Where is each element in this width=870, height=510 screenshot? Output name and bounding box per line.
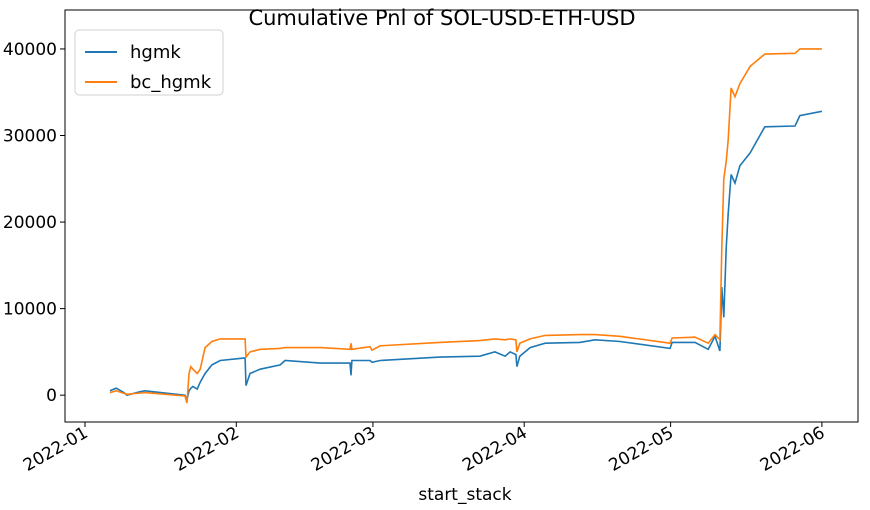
y-tick-label: 30000 [3, 127, 57, 147]
legend-box [74, 29, 224, 96]
y-tick-label: 40000 [3, 40, 57, 60]
legend-label: hgmk [130, 42, 181, 63]
x-tick-label: 2022-01 [20, 423, 92, 476]
x-tick-label: 2022-04 [459, 423, 531, 476]
x-tick-label: 2022-05 [606, 423, 678, 476]
x-axis-label: start_stack [418, 485, 511, 505]
y-tick-label: 10000 [3, 300, 57, 320]
plot-frame [64, 9, 859, 423]
y-tick-label: 0 [46, 386, 57, 406]
y-tick-label: 20000 [3, 213, 57, 233]
series-line [109, 110, 823, 402]
legend-label: bc_hgmk [130, 72, 212, 93]
x-tick-label: 2022-03 [308, 423, 380, 476]
x-tick-label: 2022-06 [757, 423, 829, 476]
x-tick-label: 2022-02 [171, 423, 243, 476]
series-line [109, 48, 822, 404]
